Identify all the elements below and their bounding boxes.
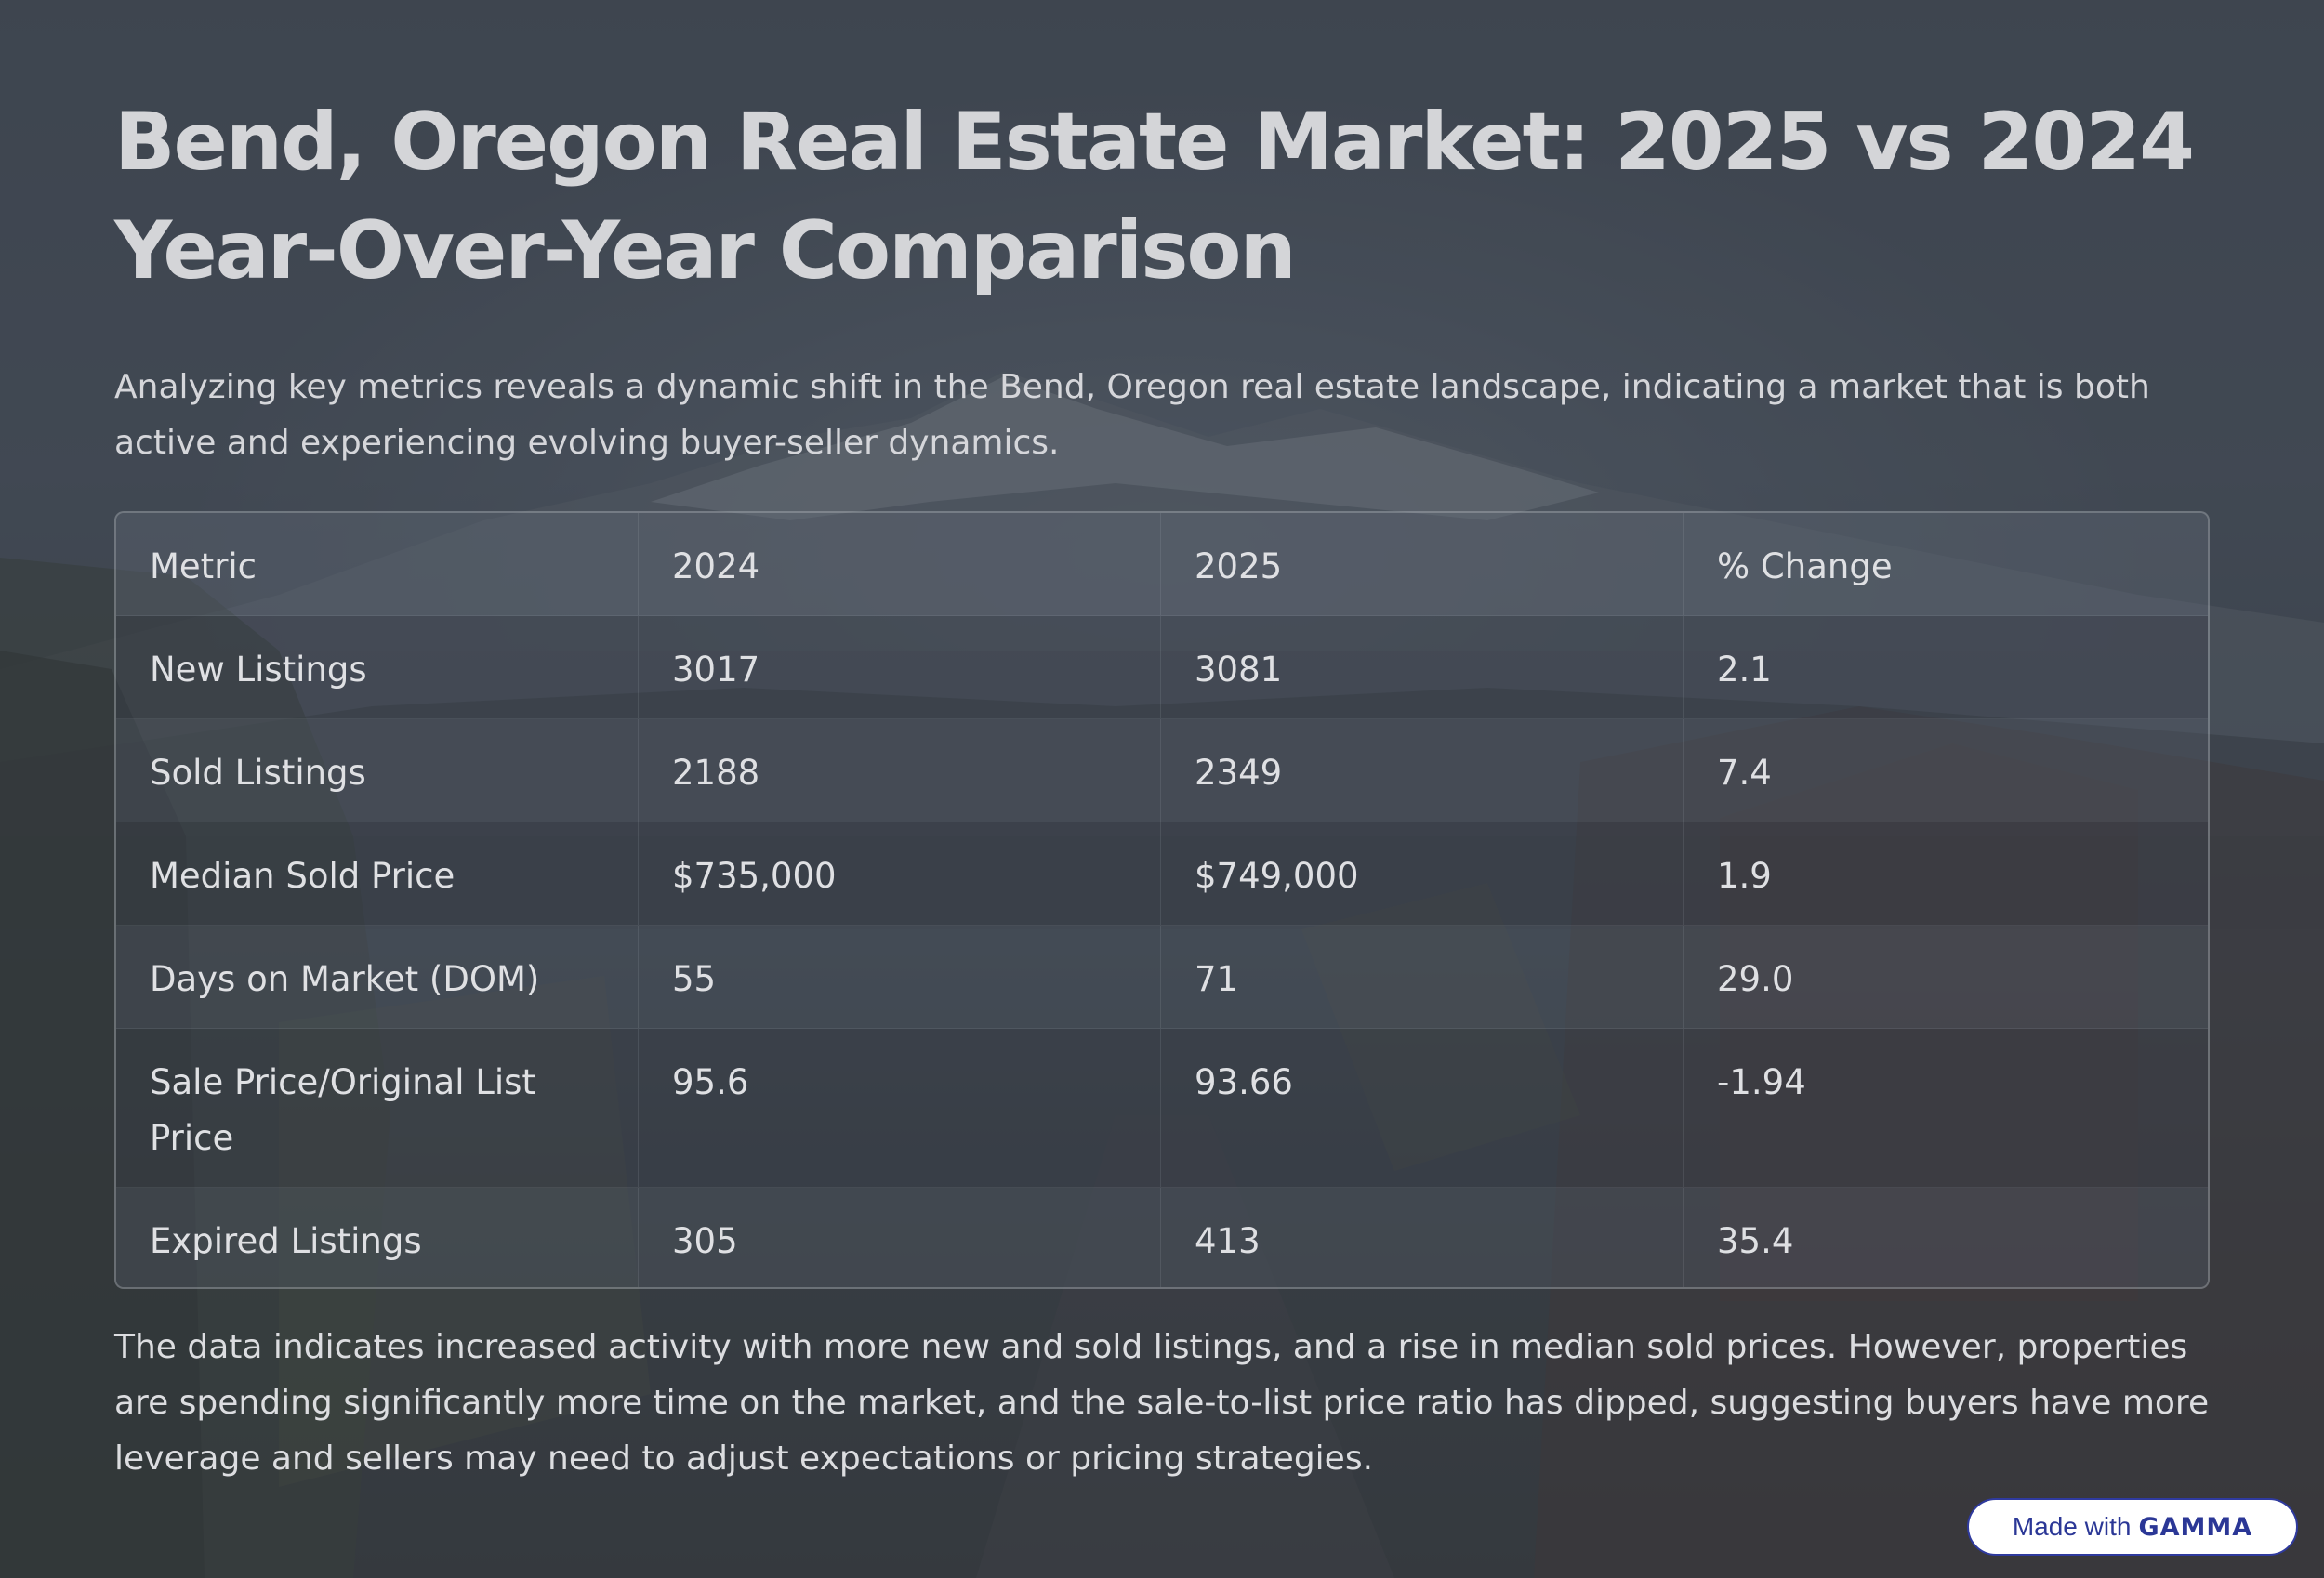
table-row: Median Sold Price $735,000 $749,000 1.9 <box>116 822 2208 926</box>
table-row: Days on Market (DOM) 55 71 29.0 <box>116 926 2208 1029</box>
badge-prefix: Made with <box>2012 1512 2132 1541</box>
table-cell-2024: 3017 <box>639 616 1161 718</box>
conclusion-paragraph: The data indicates increased activity wi… <box>114 1328 2210 1478</box>
slide-content: Bend, Oregon Real Estate Market: 2025 vs… <box>114 88 2211 1478</box>
table-cell-2025: 93.66 <box>1161 1029 1684 1187</box>
table-cell-2025: 71 <box>1161 926 1684 1028</box>
table-cell-metric: New Listings <box>116 616 639 718</box>
table-cell-change: -1.94 <box>1717 1062 1806 1102</box>
table-header-row: Metric 2024 2025 % Change <box>116 513 2208 616</box>
table-cell-2024: 305 <box>639 1188 1161 1287</box>
table-header-cell: % Change <box>1717 546 1893 586</box>
table-cell-metric: Sold Listings <box>116 719 639 822</box>
table-cell-metric: Sale Price/Original List Price <box>116 1029 639 1187</box>
table-cell-metric: Median Sold Price <box>116 822 639 925</box>
table-cell-2025: 413 <box>1161 1188 1684 1287</box>
table-cell-change: 7.4 <box>1717 753 1772 793</box>
table-cell-2025: 3081 <box>1161 616 1684 718</box>
table-cell-change: 1.9 <box>1717 856 1772 896</box>
table-cell-2024: 95.6 <box>639 1029 1161 1187</box>
comparison-table: Metric 2024 2025 % Change New Listings 3… <box>114 511 2210 1289</box>
table-header-cell: Metric <box>116 513 639 615</box>
table-row: Sale Price/Original List Price 95.6 93.6… <box>116 1029 2208 1188</box>
table-cell-2024: 55 <box>639 926 1161 1028</box>
table-cell-change: 29.0 <box>1717 959 1794 999</box>
table-cell-2025: 2349 <box>1161 719 1684 822</box>
table-cell-metric: Expired Listings <box>116 1188 639 1287</box>
table-row: Expired Listings 305 413 35.4 <box>116 1188 2208 1287</box>
page-title: Bend, Oregon Real Estate Market: 2025 vs… <box>114 96 2195 297</box>
table-cell-2025: $749,000 <box>1161 822 1684 925</box>
table-cell-metric: Days on Market (DOM) <box>116 926 639 1028</box>
table-row: New Listings 3017 3081 2.1 <box>116 616 2208 719</box>
made-with-gamma-badge[interactable]: Made with GAMMA <box>1967 1498 2298 1556</box>
table-cell-change: 2.1 <box>1717 650 1772 690</box>
table-cell-2024: $735,000 <box>639 822 1161 925</box>
table-row: Sold Listings 2188 2349 7.4 <box>116 719 2208 822</box>
intro-paragraph: Analyzing key metrics reveals a dynamic … <box>114 368 2150 462</box>
gamma-logo: GAMMA <box>2138 1512 2253 1542</box>
table-cell-2024: 2188 <box>639 719 1161 822</box>
table-header-cell: 2024 <box>639 513 1161 615</box>
table-header-cell: 2025 <box>1161 513 1684 615</box>
table-cell-change: 35.4 <box>1717 1221 1794 1261</box>
